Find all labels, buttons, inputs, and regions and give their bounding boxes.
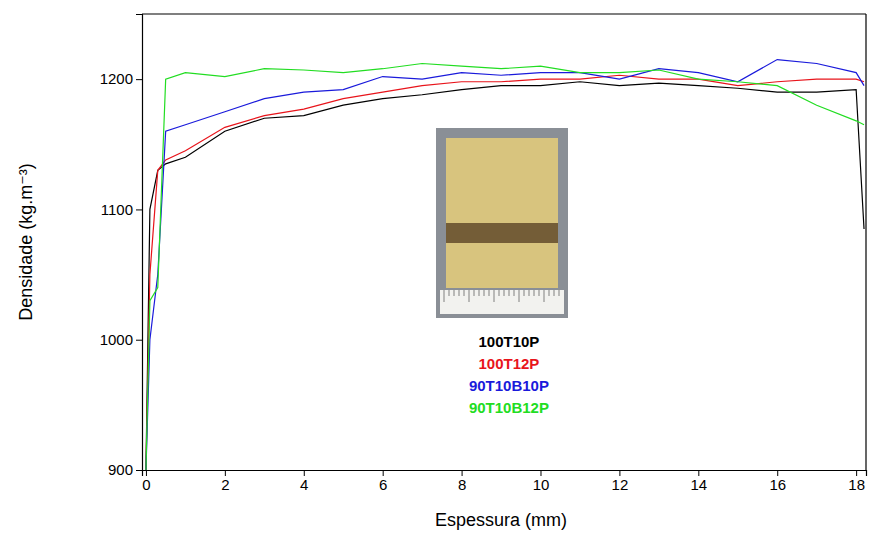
x-tick-label: 18: [848, 476, 865, 493]
photo-ruler-tick: [559, 290, 560, 296]
legend: 100T10P 100T12P 90T10B10P 90T10B12P: [469, 333, 549, 416]
photo-ruler-tick: [459, 290, 460, 296]
x-tick-label: 14: [690, 476, 707, 493]
legend-label: 90T10B12P: [469, 399, 549, 416]
y-axis-line: [136, 15, 143, 471]
photo-background: [436, 128, 568, 318]
y-tick-mark: [136, 209, 142, 210]
legend-label: 90T10B10P: [469, 377, 549, 394]
photo-ruler-tick: [549, 290, 550, 296]
series-line: [146, 60, 864, 470]
photo-ruler-tick: [554, 290, 555, 296]
photo-ruler-tick: [484, 290, 485, 296]
y-tick-mark: [136, 470, 142, 471]
y-tick: 1200: [100, 70, 142, 87]
x-tick: 0: [142, 470, 150, 493]
photo-ruler-tick: [519, 290, 520, 302]
x-tick: 2: [221, 470, 229, 493]
legend-label: 100T12P: [478, 355, 539, 372]
y-axis-title: Densidade (kg.m⁻³): [16, 163, 36, 321]
y-tick: 900: [108, 461, 142, 478]
legend-label: 100T10P: [478, 333, 539, 350]
photo-ruler-tick: [464, 290, 465, 296]
photo-ruler-tick: [449, 290, 450, 296]
y-tick: 1000: [100, 331, 142, 348]
y-tick-label: 900: [108, 461, 133, 478]
x-tick-label: 0: [142, 476, 150, 493]
lines: [146, 60, 864, 470]
series-line: [146, 82, 864, 470]
y-tick-label: 1100: [101, 201, 133, 218]
x-tick-label: 2: [221, 476, 229, 493]
x-tick: 6: [379, 470, 387, 493]
y-axis: 900 1000 1100 1200: [100, 15, 143, 479]
x-axis-line: [143, 471, 867, 477]
photo-ruler-tick: [489, 290, 490, 296]
x-axis-title: Espessura (mm): [435, 510, 567, 530]
photo-sample: [446, 138, 558, 288]
y-tick-label: 1000: [100, 331, 133, 348]
photo-ruler-tick: [529, 290, 530, 296]
x-axis: 0 2 4 6 8 10 12 14 16 18: [142, 470, 866, 493]
photo-ruler-tick: [524, 290, 525, 296]
x-tick-label: 4: [300, 476, 308, 493]
x-tick: 4: [300, 470, 308, 493]
photo-ruler-tick: [544, 290, 545, 302]
photo-ruler-tick: [534, 290, 535, 296]
x-tick: 16: [769, 470, 786, 493]
x-tick-label: 12: [612, 476, 629, 493]
photo-ruler-tick: [539, 290, 540, 296]
x-tick-label: 16: [769, 476, 786, 493]
x-tick-label: 6: [379, 476, 387, 493]
x-tick: 14: [690, 470, 707, 493]
photo-ruler-tick: [444, 290, 445, 302]
photo-ruler-tick: [499, 290, 500, 296]
photo-inset: [436, 128, 568, 318]
x-tick: 8: [458, 470, 466, 493]
x-tick-label: 10: [533, 476, 550, 493]
x-tick: 10: [533, 470, 550, 493]
chart: 024681012141618900100011001200100T10P100…: [0, 0, 872, 540]
frame-right: [865, 14, 866, 470]
photo-ruler-tick: [454, 290, 455, 296]
photo-ruler-tick: [504, 290, 505, 296]
y-tick: 1100: [101, 201, 142, 218]
photo-ruler: [440, 290, 564, 314]
photo-ruler-tick: [514, 290, 515, 296]
y-tick-mark: [136, 340, 142, 341]
x-tick: 12: [612, 470, 629, 493]
photo-band: [446, 223, 558, 243]
photo-ruler-tick: [479, 290, 480, 296]
x-tick-label: 8: [458, 476, 466, 493]
photo-ruler-tick: [509, 290, 510, 296]
y-tick-label: 1200: [100, 70, 133, 87]
series-line: [146, 75, 864, 470]
frame-top: [142, 13, 866, 14]
plot-area: 024681012141618900100011001200100T10P100…: [100, 14, 867, 493]
photo-ruler-tick: [469, 290, 470, 302]
y-tick-mark: [136, 79, 142, 80]
series-line: [146, 64, 864, 470]
x-tick: 18: [848, 470, 865, 493]
photo-ruler-tick: [474, 290, 475, 296]
photo-ruler-tick: [494, 290, 495, 302]
